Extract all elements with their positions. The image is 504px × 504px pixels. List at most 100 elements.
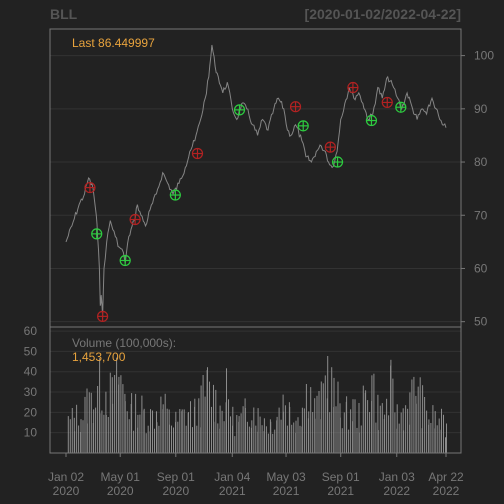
volume-bar (164, 393, 166, 453)
volume-bar (341, 428, 343, 453)
x-tick-label-month: May 01 (101, 470, 141, 484)
volume-bar (312, 412, 314, 453)
volume-bar (67, 416, 69, 453)
x-tick-label-year: 2020 (162, 484, 189, 498)
volume-bar (305, 384, 307, 453)
x-tick-label-month: Jan 04 (214, 470, 250, 484)
buy-signal-marker (331, 156, 344, 168)
volume-bar (71, 408, 73, 453)
volume-bar (86, 388, 88, 453)
volume-bar (141, 395, 143, 453)
sell-signal-marker (84, 181, 96, 194)
volume-bar (343, 412, 345, 453)
volume-bar (339, 417, 341, 453)
volume-bar (445, 437, 446, 453)
x-tick-label-month: Apr 22 (428, 470, 464, 484)
price-tick-label: 80 (474, 155, 488, 169)
volume-bar (259, 416, 261, 453)
volume-bar (331, 367, 333, 453)
volume-bar (286, 425, 288, 453)
volume-bars (67, 356, 447, 453)
volume-bar (272, 433, 274, 453)
volume-bar (255, 425, 257, 453)
volume-bar (375, 422, 377, 453)
volume-bar (422, 385, 424, 453)
volume-bar (274, 429, 276, 453)
x-tick-label-year: 2021 (219, 484, 246, 498)
volume-tick-label: 30 (24, 385, 38, 399)
x-tick-label-month: Jan 03 (379, 470, 415, 484)
volume-bar (76, 404, 78, 453)
volume-bar (112, 403, 114, 453)
volume-bar (270, 421, 272, 453)
volume-bar (373, 373, 375, 453)
volume-bar (310, 387, 312, 453)
volume-bar (295, 420, 297, 453)
volume-bar (428, 419, 430, 453)
volume-bar (105, 415, 107, 453)
volume-bar (291, 424, 293, 453)
last-price-label: Last 86.449997 (72, 36, 155, 50)
sell-signal-marker (96, 310, 109, 322)
volume-bar (438, 418, 440, 453)
volume-bar (120, 375, 122, 453)
volume-bar (377, 394, 379, 453)
buy-signal-marker (233, 104, 246, 116)
volume-bar (396, 404, 398, 453)
volume-bar (441, 408, 442, 453)
volume-bar (171, 425, 172, 453)
volume-bar (80, 419, 82, 453)
volume-bar (177, 421, 179, 453)
volume-bar (434, 411, 436, 453)
volume-bar (179, 409, 181, 453)
volume-bar (116, 357, 118, 453)
volume-bar (240, 413, 242, 453)
volume-bar (143, 408, 145, 453)
volume-bar (215, 389, 217, 453)
volume-bar (162, 404, 164, 453)
volume-bar (181, 409, 183, 453)
volume-bar (320, 381, 322, 453)
volume-bar (128, 419, 130, 453)
volume-bar (204, 396, 206, 453)
volume-bar (352, 399, 354, 453)
volume-bar (386, 398, 388, 453)
price-grid (50, 55, 461, 323)
volume-bar (367, 400, 369, 453)
sell-signal-marker (347, 81, 359, 94)
volume-bar (276, 416, 278, 453)
volume-bar (131, 393, 133, 453)
volume-bar (293, 422, 295, 453)
buy-signal-marker (395, 101, 407, 113)
x-tick-label-year: 2020 (107, 484, 134, 498)
volume-bar (198, 398, 200, 453)
volume-bar (145, 433, 147, 453)
volume-bar (236, 415, 238, 453)
volume-bar (362, 385, 364, 453)
volume-bar (169, 424, 170, 453)
buy-signal-marker (169, 189, 181, 201)
volume-bar (316, 395, 318, 453)
volume-bar (109, 372, 111, 453)
volume-bar (388, 415, 390, 453)
volume-bar (173, 427, 174, 453)
buy-signal-marker (119, 254, 131, 267)
volume-tick-label: 10 (24, 426, 38, 440)
price-tick-label: 50 (474, 315, 488, 329)
volume-bar (419, 377, 421, 453)
buy-signal-marker (365, 114, 378, 127)
x-tick-label-year: 2021 (327, 484, 354, 498)
sell-signal-marker (324, 141, 336, 153)
volume-bar (242, 406, 244, 453)
volume-bar (327, 356, 329, 453)
volume-bar (211, 406, 212, 453)
volume-bar (93, 409, 95, 453)
volume-bar (354, 399, 356, 453)
volume-value: 1,453,700 (72, 350, 126, 364)
volume-bar (415, 403, 417, 453)
volume-bar (318, 391, 320, 453)
volume-bar (308, 411, 310, 453)
volume-bar (223, 421, 225, 453)
price-tick-label: 90 (474, 102, 488, 116)
volume-bar (226, 368, 227, 453)
